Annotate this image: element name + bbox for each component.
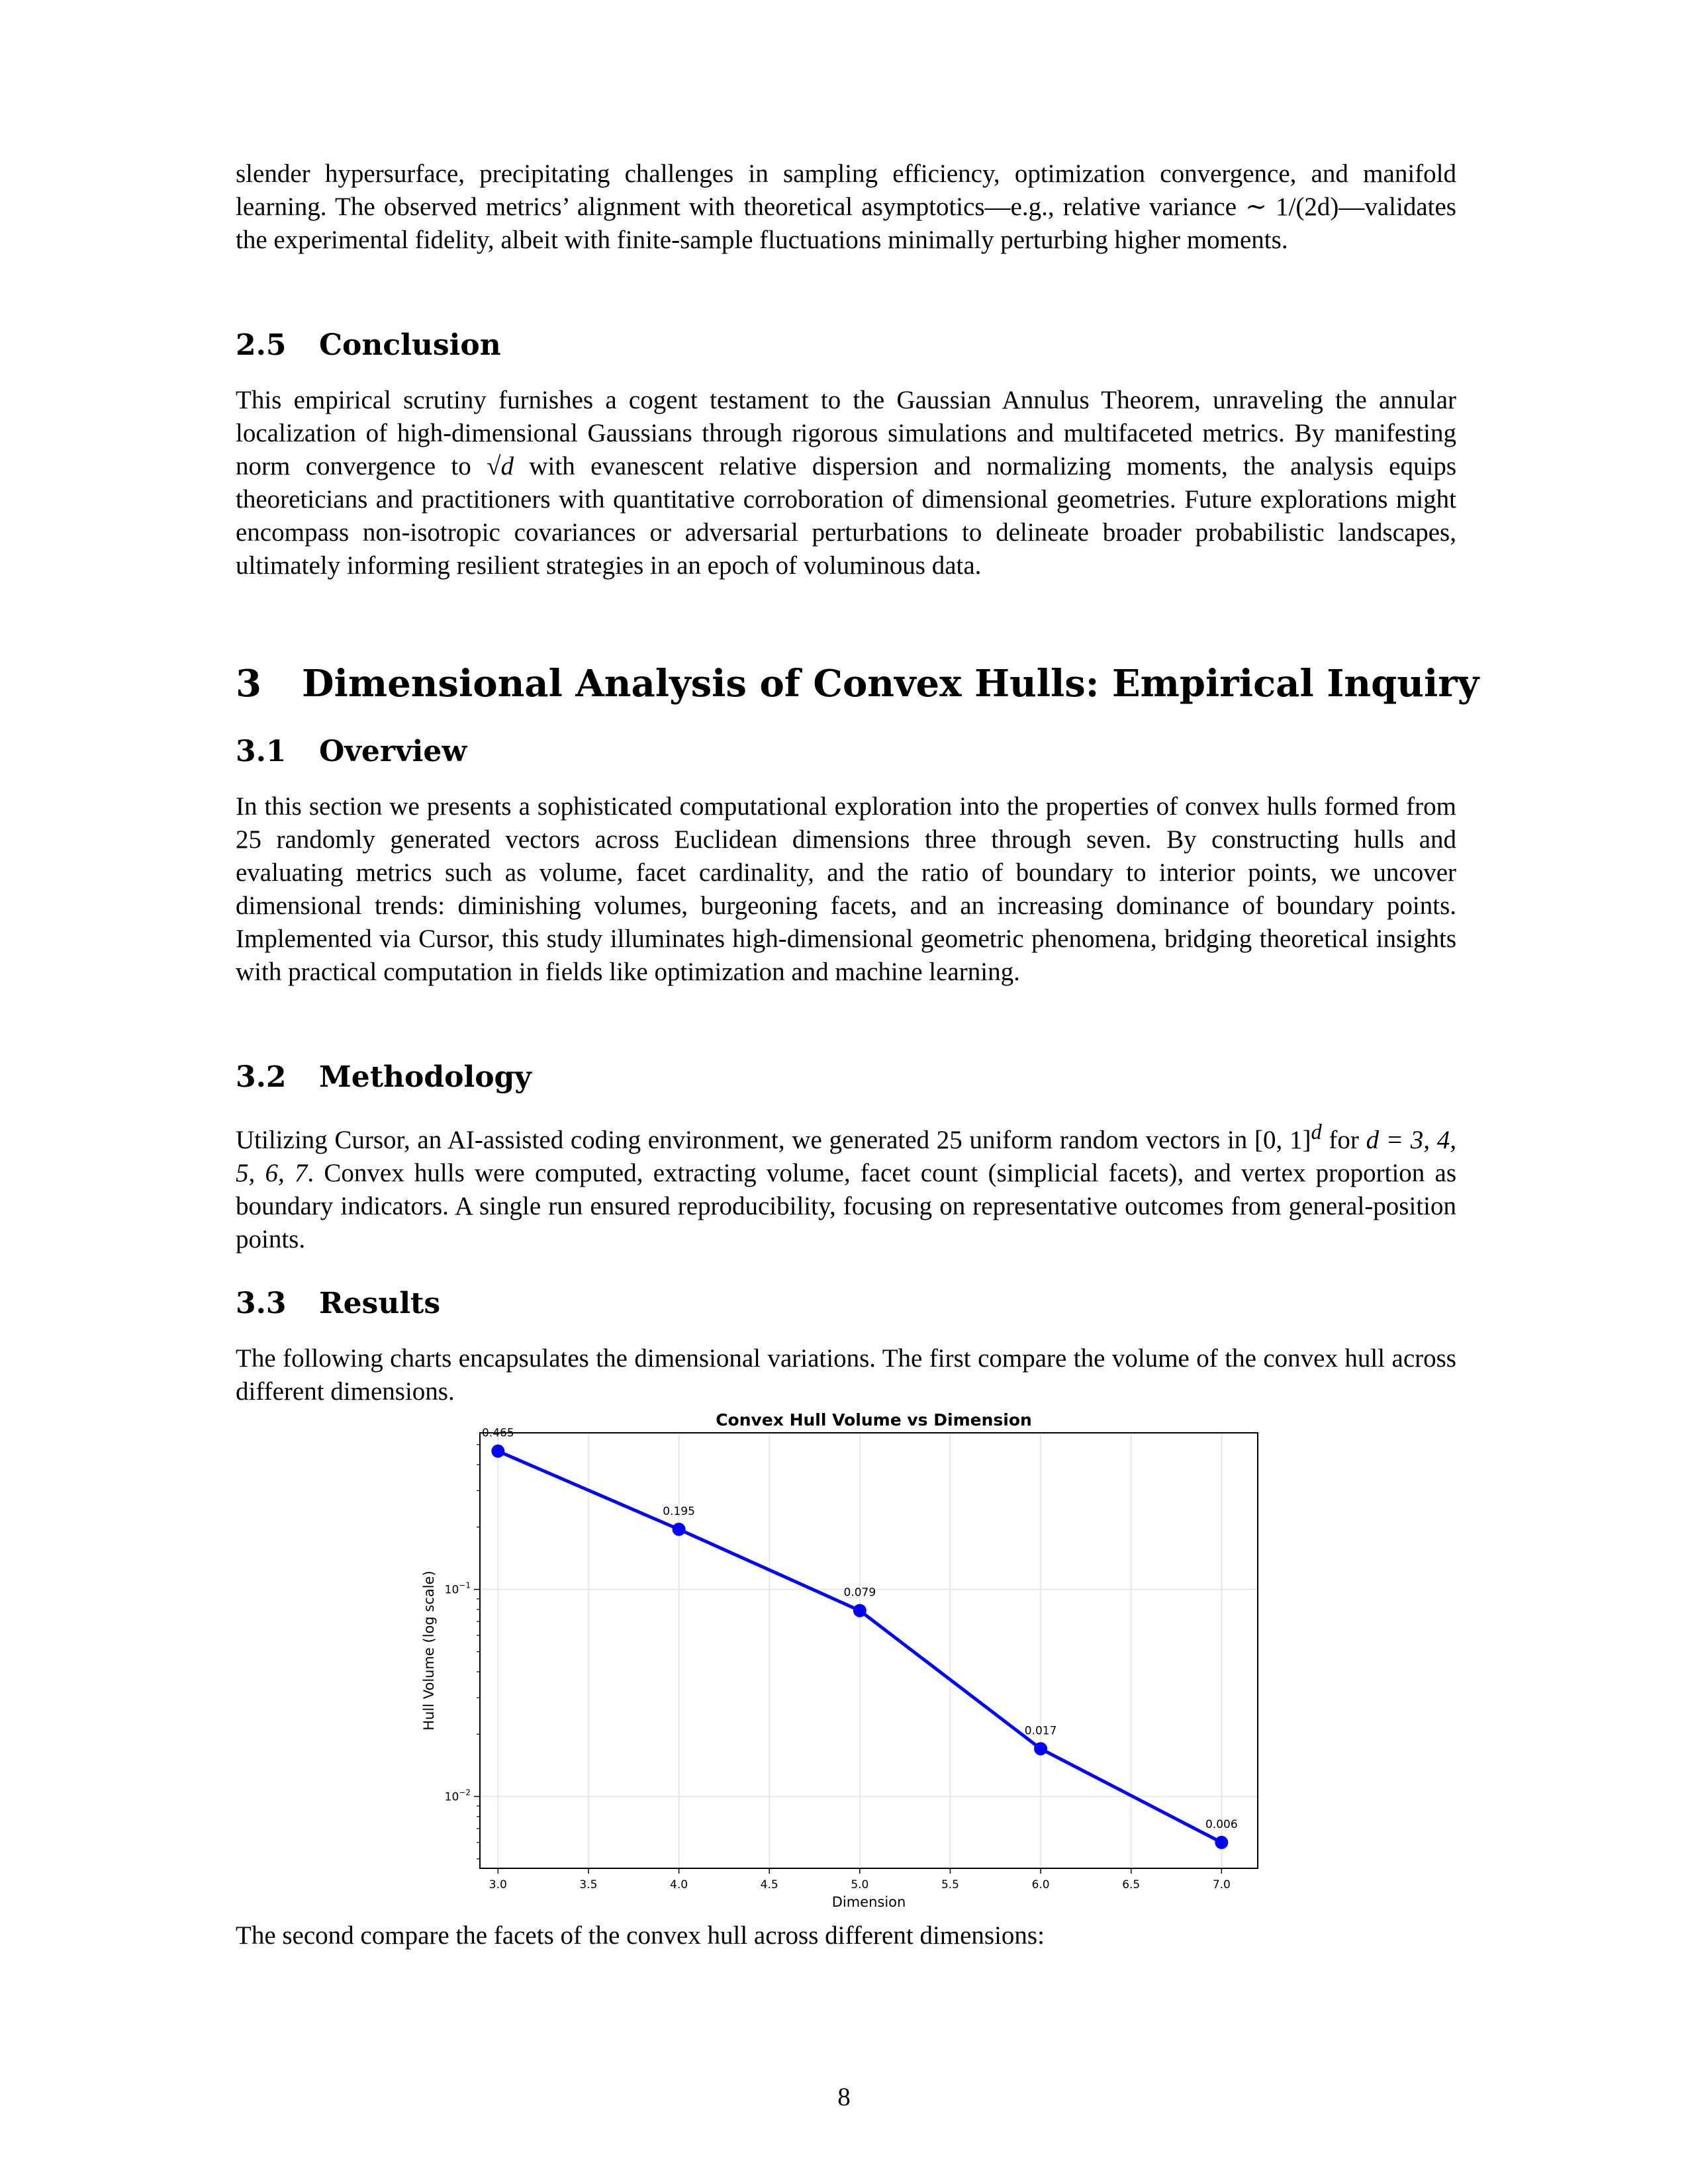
conclusion-block: This empirical scrutiny furnishes a coge… [236,384,1456,582]
intro-continuation-paragraph: slender hypersurface, precipitating chal… [236,159,1456,254]
y-tick-label: 10−1 [445,1581,471,1597]
section-number: 3 [236,662,261,705]
data-label: 0.079 [844,1586,876,1600]
methodology-paragraph: Utilizing Cursor, an AI-assisted coding … [236,1116,1456,1256]
section-number: 3.2 [236,1060,287,1094]
dimension-superscript: d [1311,1120,1322,1144]
data-label: 0.017 [1025,1724,1057,1737]
section-3-1-heading: 3.1 Overview [236,735,467,768]
y-tick-label: 10−2 [445,1788,471,1803]
section-number: 3.3 [236,1287,287,1320]
x-tick-label: 3.5 [579,1878,597,1891]
section-title: Dimensional Analysis of Convex Hulls: Em… [302,662,1479,705]
data-label: 0.465 [482,1427,514,1440]
conclusion-paragraph: This empirical scrutiny furnishes a coge… [236,384,1456,582]
section-2-5-heading: 2.5 Conclusion [236,328,501,362]
x-tick-label: 6.0 [1032,1878,1050,1891]
overview-block: In this section we presents a sophistica… [236,790,1456,989]
section-title: Methodology [319,1060,532,1094]
section-title: Overview [319,735,467,768]
page-number: 8 [837,2083,851,2111]
data-point [672,1522,686,1536]
chart-title: Convex Hull Volume vs Dimension [716,1410,1032,1430]
x-tick-label: 5.0 [851,1878,868,1891]
overview-paragraph: In this section we presents a sophistica… [236,792,1456,986]
methodology-block: Utilizing Cursor, an AI-assisted coding … [236,1116,1456,1256]
unit-cube-math: [0, 1] [1254,1126,1311,1154]
section-3-heading: 3 Dimensional Analysis of Convex Hulls: E… [236,662,1479,705]
dimension-list-math: d = 3, 4, 5, 6, 7 [236,1126,1456,1187]
data-point [491,1444,505,1458]
x-tick-label: 4.0 [670,1878,688,1891]
x-tick-label: 6.5 [1122,1878,1140,1891]
x-tick-label: 5.5 [941,1878,959,1891]
data-label: 0.006 [1205,1818,1238,1831]
section-number: 2.5 [236,328,287,362]
x-tick-label: 7.0 [1213,1878,1231,1891]
data-point [1215,1835,1229,1849]
data-point [1034,1742,1048,1756]
results-paragraph: The following charts encapsulates the di… [236,1344,1456,1406]
x-tick-label: 4.5 [761,1878,778,1891]
after-chart-block: The second compare the facets of the con… [236,1919,1456,1952]
plot-frame [479,1432,1258,1869]
methodology-text-a: Utilizing Cursor, an AI-assisted coding … [236,1126,1255,1154]
results-block: The following charts encapsulates the di… [236,1342,1456,1408]
methodology-text-b: . Convex hulls were computed, extracting… [236,1159,1456,1253]
section-3-3-heading: 3.3 Results [236,1287,440,1320]
data-point [853,1604,867,1617]
intro-continuation-block: slender hypersurface, precipitating chal… [236,158,1456,257]
section-3-2-heading: 3.2 Methodology [236,1060,532,1094]
section-number: 3.1 [236,735,287,768]
sqrt-d-math: √d [487,452,514,480]
grid-layer [480,1433,1258,1868]
after-chart-paragraph: The second compare the facets of the con… [236,1921,1045,1950]
data-label: 0.195 [663,1505,695,1518]
section-title: Conclusion [319,328,501,362]
conclusion-text-b: with evanescent relative dispersion and … [236,452,1456,580]
conclusion-text-a: This empirical scrutiny furnishes a coge… [236,386,1456,480]
y-axis-label: Hull Volume (log scale) [421,1570,437,1730]
x-axis-label: Dimension [832,1894,906,1910]
hull-volume-chart: Convex Hull Volume vs Dimension 3.0 3.5 4.… [421,1410,1258,1910]
series-layer: 0.465 0.195 0.079 0.017 0.006 [482,1427,1238,1849]
section-title: Results [319,1287,441,1320]
methodology-text-mid: for [1321,1126,1366,1154]
x-tick-label: 3.0 [489,1878,507,1891]
axes-layer: 3.0 3.5 4.0 4.5 5.0 5.5 6.0 6.5 7.0 10−1 10−2 [445,1444,1231,1891]
